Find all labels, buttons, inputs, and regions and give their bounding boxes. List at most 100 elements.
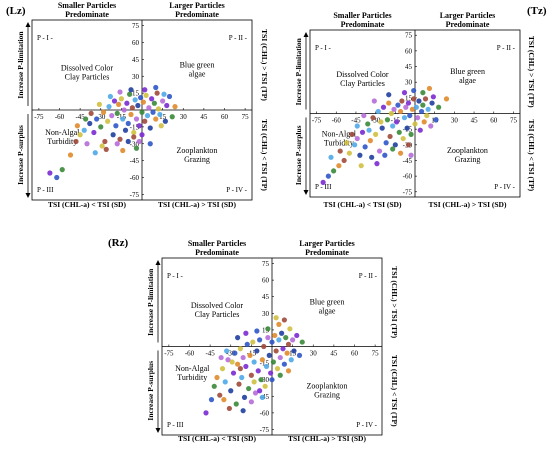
xlabel-left: TSI (CHL-a) < TSI (SD) [48, 200, 126, 209]
data-point [107, 93, 113, 100]
data-point [125, 120, 131, 127]
data-point [254, 348, 260, 354]
y-tick-label: 60 [132, 39, 140, 47]
data-point [287, 326, 293, 332]
x-tick-label: -30 [371, 117, 381, 125]
data-point [96, 101, 102, 107]
x-tick-label: -45 [75, 113, 85, 121]
data-point [285, 341, 292, 347]
data-point [299, 339, 305, 345]
data-point [83, 116, 89, 122]
right-label-top: TSI (CHL) > TSI (TP) [527, 36, 536, 108]
data-point [268, 370, 274, 376]
data-point [273, 348, 279, 354]
data-point [397, 150, 404, 156]
data-point [401, 115, 408, 121]
data-point [426, 85, 433, 92]
region-label-2-line1: Blue green [450, 67, 485, 76]
data-point [257, 388, 263, 394]
x-tick-label: 60 [490, 117, 498, 125]
data-point [128, 87, 134, 93]
data-point [161, 91, 167, 97]
header-left-line1: Smaller Particles [58, 1, 116, 10]
x-tick-label: -30 [226, 350, 236, 358]
region-label-1-line1: Dissolved Color [336, 70, 389, 79]
data-point [105, 118, 111, 124]
data-point [155, 106, 162, 112]
header-right-line1: Larger Particles [299, 239, 355, 248]
data-point [219, 366, 226, 372]
right-label-bottom: TSI (CHL) < TSI (TP) [260, 119, 269, 191]
x-tick-label: 75 [242, 113, 250, 121]
data-point [124, 100, 130, 106]
data-point [133, 116, 140, 122]
data-point [232, 350, 238, 356]
data-point [274, 366, 281, 372]
right-label-top: TSI (CHL) > TSI (TP) [390, 266, 399, 338]
data-point [376, 148, 383, 154]
quadrant-label-2: P - II - [359, 272, 378, 280]
region-label-4-line1: Zooplankton [447, 146, 488, 155]
data-point [388, 110, 394, 117]
data-point [132, 97, 138, 103]
arrow-up-head [155, 260, 161, 265]
data-point [243, 330, 249, 336]
data-point [294, 332, 300, 339]
quadrant-label-1: P - I - [167, 272, 184, 280]
data-point [269, 339, 275, 345]
data-point [166, 93, 173, 100]
data-point [407, 112, 413, 119]
data-point [226, 405, 232, 412]
data-point [129, 105, 135, 111]
panel-tag: (Lz) [6, 5, 26, 17]
data-point [252, 390, 259, 396]
data-point [265, 326, 271, 332]
x-tick-label: -60 [55, 113, 65, 121]
quadrant-label-4: P - IV - [356, 421, 377, 429]
arrow-down-head [25, 193, 31, 198]
data-point [217, 392, 223, 398]
data-point [390, 146, 396, 152]
data-point [121, 107, 127, 113]
header-left-line2: Predominate [65, 10, 109, 19]
x-tick-label: 30 [451, 117, 459, 125]
data-point [285, 368, 292, 374]
data-point [320, 179, 326, 185]
y-tick-label: 45 [262, 293, 270, 301]
data-point [230, 370, 237, 376]
data-point [221, 397, 227, 403]
region-label-2-line1: Blue green [180, 60, 215, 69]
data-point [151, 100, 157, 106]
data-point [131, 129, 137, 136]
region-label-3-line1: Non-Algal [175, 364, 210, 373]
data-point [154, 90, 160, 96]
data-point [142, 87, 148, 93]
data-point [257, 337, 263, 343]
data-point [157, 111, 163, 118]
region-label-4-line1: Zooplankton [307, 382, 348, 391]
data-point [391, 106, 397, 112]
x-tick-label: -75 [34, 113, 44, 121]
header-left-line1: Smaller Particles [188, 239, 246, 248]
data-point [160, 98, 166, 104]
data-point [366, 127, 372, 133]
xlabel-right: TSI (CHL-a) > TSI (SD) [158, 200, 236, 209]
header-right-line1: Larger Particles [169, 1, 225, 10]
data-point [357, 152, 363, 158]
panel-tag: (Tz) [527, 5, 547, 17]
data-point [147, 125, 153, 131]
y-tick-label: -30 [260, 376, 270, 384]
region-label-3-line2: Turbidity [47, 137, 77, 146]
header-right-line2: Predominate [175, 10, 219, 19]
data-point [120, 147, 126, 154]
data-point [247, 352, 253, 358]
data-point [144, 113, 151, 119]
y-tick-label: -15 [260, 360, 270, 368]
data-point [265, 335, 271, 341]
x-tick-label: -75 [312, 117, 322, 125]
data-point [433, 117, 439, 123]
data-point [392, 142, 398, 148]
